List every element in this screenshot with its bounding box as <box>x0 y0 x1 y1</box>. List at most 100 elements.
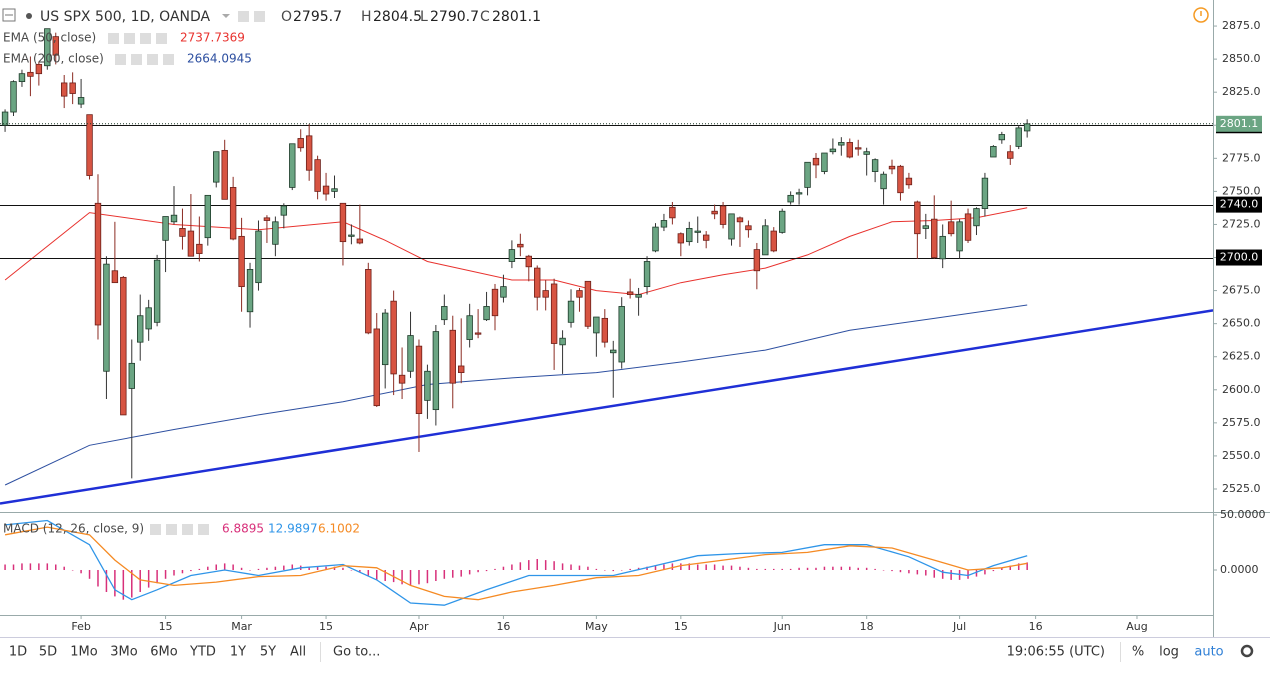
range-button[interactable]: All <box>290 645 306 660</box>
candle-body <box>812 157 820 166</box>
macd-histogram-bar <box>536 558 538 570</box>
candle-body <box>964 213 972 241</box>
dropdown[interactable] <box>222 14 230 18</box>
macd-histogram-bar <box>147 569 150 588</box>
scale-button[interactable]: % <box>1132 645 1144 660</box>
candle-body <box>415 345 423 414</box>
macd-histogram-bar <box>418 569 420 585</box>
macd-histogram-bar <box>257 568 260 570</box>
macd-histogram-bar <box>984 569 986 575</box>
macd-histogram-bar <box>46 563 49 570</box>
candle-body <box>153 259 161 323</box>
candle-body <box>610 349 617 354</box>
y-tick-label: 2575.0 <box>1222 416 1261 429</box>
candle-body <box>458 365 465 373</box>
candle-body <box>702 234 710 241</box>
macd-histogram-bar <box>773 568 775 570</box>
macd-line <box>5 519 1028 606</box>
candle-body <box>272 221 279 245</box>
candle-body <box>525 255 532 268</box>
x-tick-label: Aug <box>1126 620 1147 633</box>
macd-histogram-bar <box>232 564 234 570</box>
macd-histogram-bar <box>857 567 859 570</box>
scale-button[interactable]: log <box>1159 645 1179 660</box>
candle-body <box>86 114 93 176</box>
collapse-icon[interactable] <box>2 8 16 22</box>
settings-gear[interactable] <box>1240 644 1254 658</box>
macd-histogram-bar <box>139 569 141 593</box>
candle-body <box>626 291 634 295</box>
scale-button[interactable]: auto <box>1194 645 1223 660</box>
candle-body <box>635 294 642 298</box>
range-button[interactable]: 1Y <box>230 645 246 660</box>
candle-body <box>508 249 516 262</box>
candle-body <box>711 210 718 215</box>
macd-histogram-bar <box>325 566 327 570</box>
macd-histogram-bar <box>494 568 496 570</box>
goto-button[interactable]: Go to... <box>333 645 380 660</box>
range-button[interactable]: 6Mo <box>150 645 177 660</box>
range-button[interactable]: 5D <box>39 645 57 660</box>
candle-body <box>669 206 676 219</box>
macd-histogram-bar <box>4 564 6 570</box>
candle-body <box>593 316 600 334</box>
candle-body <box>956 221 963 252</box>
price-label-box <box>1216 249 1262 266</box>
alert-icon[interactable] <box>1193 7 1209 23</box>
x-tick-label: Feb <box>71 620 90 633</box>
y-tick-label: 2825.0 <box>1222 85 1261 98</box>
macd-histogram-bar <box>105 569 108 593</box>
candle-body <box>103 263 110 372</box>
settings-icon[interactable] <box>254 11 265 22</box>
candle-body <box>1023 123 1031 132</box>
range-button[interactable]: 1D <box>9 645 27 660</box>
candle-body <box>500 286 507 298</box>
status-dot <box>26 13 32 19</box>
candle-body <box>128 362 135 389</box>
macd-histogram-bar <box>367 569 370 576</box>
macd-histogram-bar <box>333 566 336 570</box>
macd-histogram-bar <box>266 567 268 570</box>
range-button[interactable]: YTD <box>189 645 216 660</box>
eye-icon[interactable] <box>238 11 249 22</box>
candle-body <box>491 288 499 317</box>
candle-body <box>871 159 879 172</box>
candle-body <box>694 230 701 233</box>
candle-body <box>939 235 946 260</box>
candle-body <box>111 270 119 284</box>
candle-body <box>137 315 144 343</box>
candle-body <box>677 233 685 244</box>
candle-body <box>365 269 372 334</box>
candle-body <box>990 146 997 158</box>
macd-histogram-bar <box>925 569 927 576</box>
macd-histogram-bar <box>637 567 640 570</box>
candle-body <box>120 276 127 416</box>
candle-body <box>787 194 794 203</box>
candle-body <box>331 188 338 192</box>
candle-body <box>719 205 727 225</box>
range-button[interactable]: 5Y <box>260 645 276 660</box>
candle-body <box>686 228 693 243</box>
macd-histogram-bar <box>384 569 386 581</box>
range-button[interactable]: 1Mo <box>70 645 97 660</box>
range-button[interactable]: 3Mo <box>110 645 137 660</box>
candle-body <box>77 97 85 105</box>
candle-body <box>52 36 59 56</box>
candle-body <box>35 64 43 75</box>
x-tick-label: 15 <box>319 620 333 633</box>
candle-body <box>846 142 853 158</box>
candle-body <box>660 220 668 228</box>
macd-histogram-bar <box>1017 563 1020 570</box>
macd-name: MACD (12, 26, close, 9) <box>3 522 144 536</box>
ohlc-value: 2790.7 <box>430 9 479 25</box>
candle-body <box>804 161 811 188</box>
macd-histogram-bar <box>528 560 530 570</box>
ohlc-label: O <box>281 9 292 25</box>
indicator-value: 2664.0945 <box>187 52 252 66</box>
macd-histogram-bar <box>485 569 488 572</box>
y-tick-label: 2850.0 <box>1222 52 1261 65</box>
macd-histogram-bar <box>806 567 809 570</box>
macd-histogram-bar <box>55 564 57 570</box>
macd-histogram-bar <box>114 569 116 597</box>
macd-histogram-bar <box>891 569 893 572</box>
